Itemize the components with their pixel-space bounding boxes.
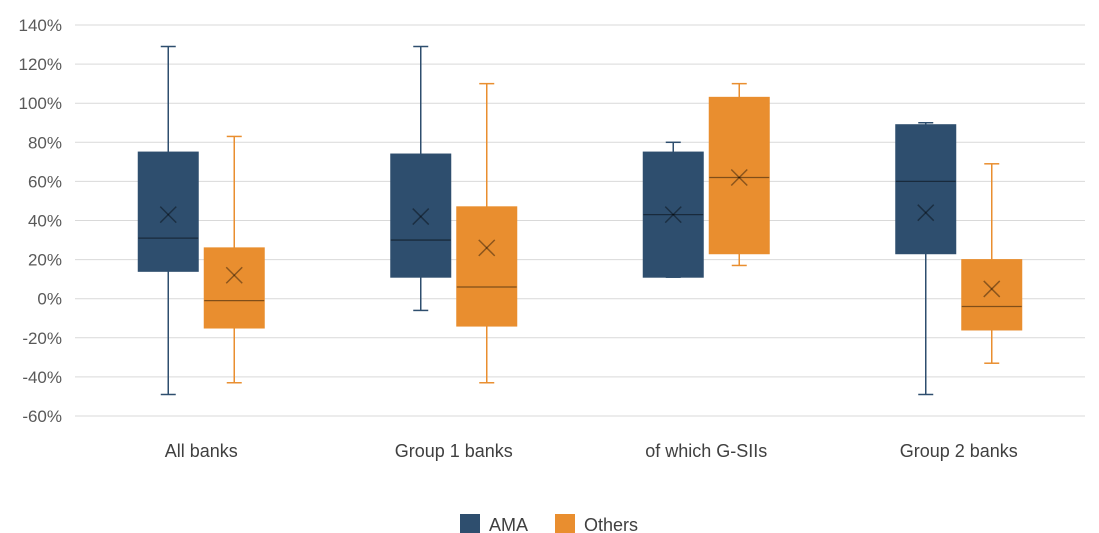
- x-category-label: Group 2 banks: [900, 441, 1018, 461]
- box-others: [708, 82, 770, 267]
- box-ama: [642, 141, 704, 278]
- box-others: [456, 82, 518, 384]
- y-tick-label: 100%: [19, 94, 62, 113]
- mean-marker: [664, 206, 682, 224]
- y-tick-label: 120%: [19, 55, 62, 74]
- mean-marker: [225, 266, 243, 284]
- plot-area: [137, 45, 1023, 396]
- mean-marker: [159, 206, 177, 224]
- gridlines: [75, 24, 1085, 417]
- y-tick-label: 40%: [28, 212, 62, 231]
- box-ama: [137, 45, 199, 396]
- mean-marker: [225, 266, 243, 284]
- y-tick-label: 140%: [19, 16, 62, 35]
- mean-marker: [917, 204, 935, 222]
- box-others: [961, 163, 1023, 364]
- mean-marker: [159, 206, 177, 224]
- legend-swatch-others: [555, 514, 575, 533]
- x-axis: All banks Group 1 banks of which G-SIIs Gro…: [165, 441, 1018, 461]
- x-category-label: of which G-SIIs: [645, 441, 767, 461]
- mean-marker: [412, 208, 430, 226]
- mean-marker: [730, 168, 748, 187]
- y-tick-label: -20%: [22, 329, 62, 348]
- box-iqr: [961, 259, 1023, 331]
- mean-marker: [478, 239, 496, 257]
- box-iqr: [203, 247, 265, 329]
- box-iqr: [895, 124, 957, 255]
- legend-swatch-ama: [460, 514, 480, 533]
- mean-marker: [412, 208, 430, 226]
- box-iqr: [642, 151, 704, 278]
- mean-marker: [983, 280, 1001, 298]
- box-ama: [895, 122, 957, 396]
- mean-marker: [478, 239, 496, 257]
- mean-marker: [917, 204, 935, 222]
- box-iqr: [390, 153, 452, 278]
- x-category-label: All banks: [165, 441, 238, 461]
- y-axis: -60% -40% -20% 0% 20% 40% 60% 80% 100% 120% 140%: [19, 16, 62, 426]
- legend-label-ama: AMA: [489, 515, 528, 533]
- box-iqr: [708, 96, 770, 255]
- box-iqr: [456, 206, 518, 327]
- box-ama: [390, 45, 452, 312]
- y-tick-label: 0%: [37, 290, 62, 309]
- legend-label-others: Others: [584, 515, 638, 533]
- legend: AMA Others: [460, 514, 638, 533]
- mean-marker: [664, 206, 682, 224]
- y-tick-label: -40%: [22, 368, 62, 387]
- y-tick-label: 80%: [28, 133, 62, 152]
- y-tick-label: 60%: [28, 172, 62, 191]
- mean-marker: [983, 280, 1001, 298]
- x-category-label: Group 1 banks: [395, 441, 513, 461]
- y-tick-label: 20%: [28, 251, 62, 270]
- mean-marker: [730, 168, 748, 187]
- box-others: [203, 135, 265, 384]
- y-tick-label: -60%: [22, 407, 62, 426]
- box-iqr: [137, 151, 199, 272]
